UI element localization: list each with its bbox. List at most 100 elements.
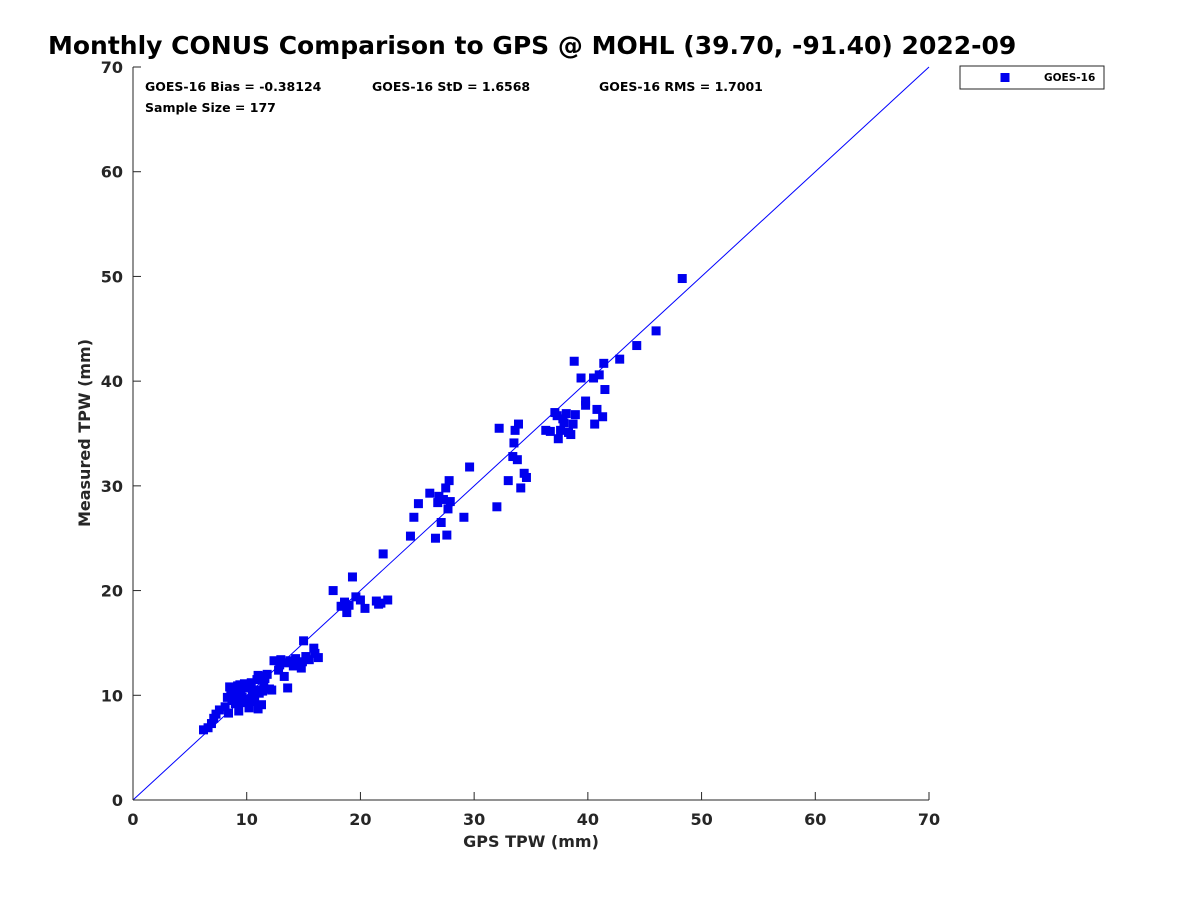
data-point [342,608,352,618]
data-point [566,430,576,440]
data-point [651,326,661,336]
data-point [230,699,240,709]
axis-ticks: 0 10 20 30 40 50 60 70 0 10 20 30 40 50 60 70 [101,58,940,829]
data-point [256,700,266,710]
data-point [615,354,625,364]
data-point [503,476,513,486]
data-point [285,656,295,666]
data-point [222,692,232,702]
data-point [425,488,435,498]
data-point [253,670,263,680]
data-point [510,425,520,435]
data-point [405,531,415,541]
data-point [442,530,452,540]
chart-title: Monthly CONUS Comparison to GPS @ MOHL (… [48,31,1016,60]
y-tick-label: 50 [101,267,123,286]
data-point [291,654,301,664]
x-tick-label: 20 [349,810,371,829]
data-point [513,419,523,429]
data-point [434,491,444,501]
data-point [413,499,423,509]
y-tick-label: 30 [101,477,123,496]
data-point [241,682,251,692]
data-point [244,703,254,713]
data-point [283,683,293,693]
data-point [267,685,277,695]
data-point [250,693,260,703]
y-tick-label: 40 [101,372,123,391]
data-point [262,669,272,679]
data-point [355,595,365,605]
data-point [288,661,298,671]
data-point [494,423,504,433]
stat-std: GOES-16 StD = 1.6568 [372,79,530,94]
data-point [430,533,440,543]
data-point [568,419,578,429]
data-point [276,655,286,665]
data-point [226,687,236,697]
y-tick-label: 60 [101,163,123,182]
data-point [569,356,579,366]
plot-area [132,67,929,801]
data-point [545,426,555,436]
legend-box [959,65,1105,90]
x-tick-label: 30 [463,810,485,829]
y-tick-label: 10 [101,686,123,705]
x-tick-label: 40 [577,810,599,829]
data-point [677,274,687,284]
data-point [224,708,234,718]
data-point [556,425,566,435]
data-point [492,502,502,512]
data-point [304,655,314,665]
legend-label: GOES-16 [1044,72,1095,84]
data-point [237,692,247,702]
data-point [206,719,216,729]
data-point [275,660,285,670]
data-point [220,702,230,712]
data-point [225,682,235,692]
data-point [238,698,248,708]
data-points [199,274,687,735]
data-point [465,462,475,472]
data-point [347,572,357,582]
data-point [436,518,446,528]
data-point [541,425,551,435]
data-point [570,410,580,420]
stat-sample-size: Sample Size = 177 [145,100,276,115]
data-point [445,497,455,507]
x-tick-label: 50 [690,810,712,829]
data-point [269,656,279,666]
data-point [443,504,453,514]
data-point [521,472,531,482]
y-tick-label: 70 [101,58,123,77]
data-point [328,586,338,596]
data-point [433,498,443,508]
data-point [214,705,224,715]
stat-rms: GOES-16 RMS = 1.7001 [599,79,763,94]
data-point [234,706,244,716]
y-axis-label: Measured TPW (mm) [75,339,94,527]
data-point [516,483,526,493]
data-point [231,691,241,701]
data-point [297,657,307,667]
data-point [351,592,361,602]
data-point [344,600,354,610]
data-point [594,370,604,380]
data-point [508,452,518,462]
data-point [552,411,562,421]
data-point [376,598,386,608]
x-tick-label: 0 [127,810,138,829]
data-point [600,385,610,395]
data-point [409,512,419,522]
data-point [279,671,289,681]
data-point [559,418,569,428]
y-tick-label: 20 [101,582,123,601]
x-axis-label: GPS TPW (mm) [463,832,599,851]
data-point [561,409,571,419]
data-point [632,341,642,351]
data-point [340,597,350,607]
stat-bias: GOES-16 Bias = -0.38124 [145,79,322,94]
data-point [589,373,599,383]
data-point [309,643,319,653]
data-point [313,653,323,663]
